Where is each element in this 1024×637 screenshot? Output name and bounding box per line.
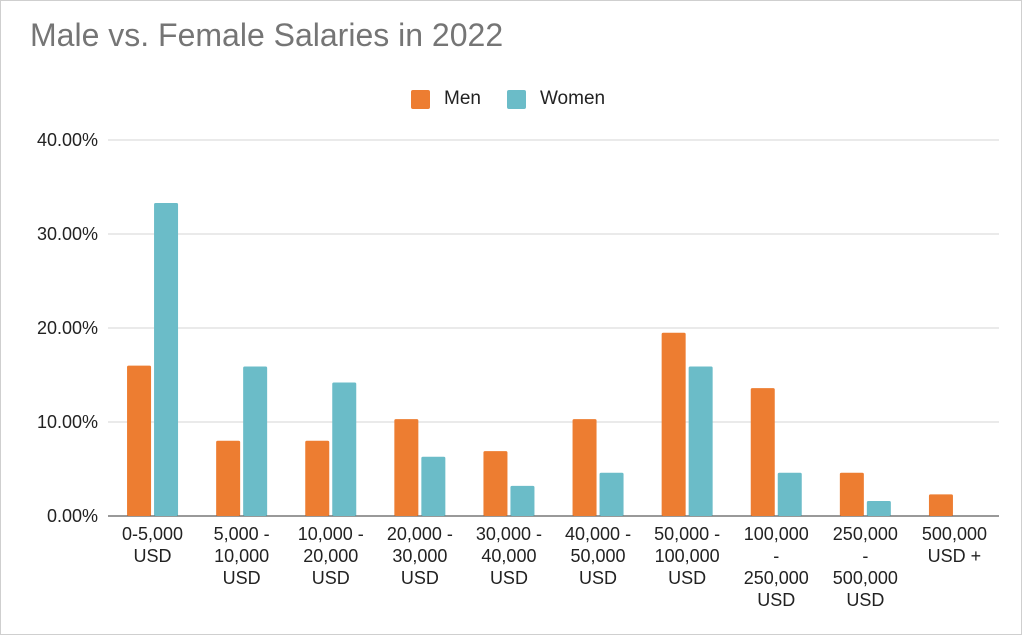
x-tick-label: 30,000 -40,000 USD (476, 524, 542, 588)
y-tick-label: 10.00% (37, 412, 98, 432)
x-tick-label: 40,000 -50,000 USD (565, 524, 631, 588)
bar-men (216, 440, 241, 516)
y-tick-label: 0.00% (47, 506, 98, 526)
x-tick-label: 10,000 -20,000 USD (298, 524, 364, 588)
x-tick-label: 500,000 USD + (922, 524, 987, 566)
chart-title: Male vs. Female Salaries in 2022 (30, 17, 504, 53)
bar-women (688, 366, 713, 516)
bar-women (866, 500, 891, 516)
bar-men (127, 365, 152, 516)
legend-item-men: Men (411, 88, 481, 110)
bar-men (750, 388, 775, 516)
bar-men (928, 494, 953, 516)
x-tick-label: 20,000 -30,000 USD (387, 524, 453, 588)
y-tick-label: 40.00% (37, 130, 98, 150)
y-tick-label: 30.00% (37, 224, 98, 244)
chart-legend: Men Women (411, 86, 631, 112)
legend-swatch-women (506, 89, 526, 109)
legend-label-men: Men (444, 88, 481, 109)
bar-women (777, 472, 802, 516)
bar-women (421, 456, 446, 516)
bar-women (599, 472, 624, 516)
bar-men (572, 419, 597, 516)
y-tick-label: 20.00% (37, 318, 98, 338)
legend-item-women: Women (506, 88, 606, 110)
x-tick-label: 5,000 -10,000 USD (214, 524, 270, 588)
bar-men (661, 332, 686, 516)
x-tick-label: 100,000 -250,000 USD (744, 524, 809, 610)
bar-women (243, 366, 268, 516)
bar-women (332, 382, 357, 516)
bar-men (305, 440, 330, 516)
bar-women (154, 202, 179, 517)
x-tick-label: 0-5,000 USD (122, 524, 183, 566)
bar-men (483, 451, 508, 516)
legend-label-women: Women (539, 88, 606, 109)
bar-men (839, 472, 864, 516)
bar-men (394, 419, 419, 516)
x-tick-label: 250,000 -500,000 USD (833, 524, 898, 610)
legend-swatch-men (411, 89, 430, 109)
x-tick-label: 50,000 -100,000 USD (654, 524, 720, 588)
bar-women (510, 485, 535, 516)
